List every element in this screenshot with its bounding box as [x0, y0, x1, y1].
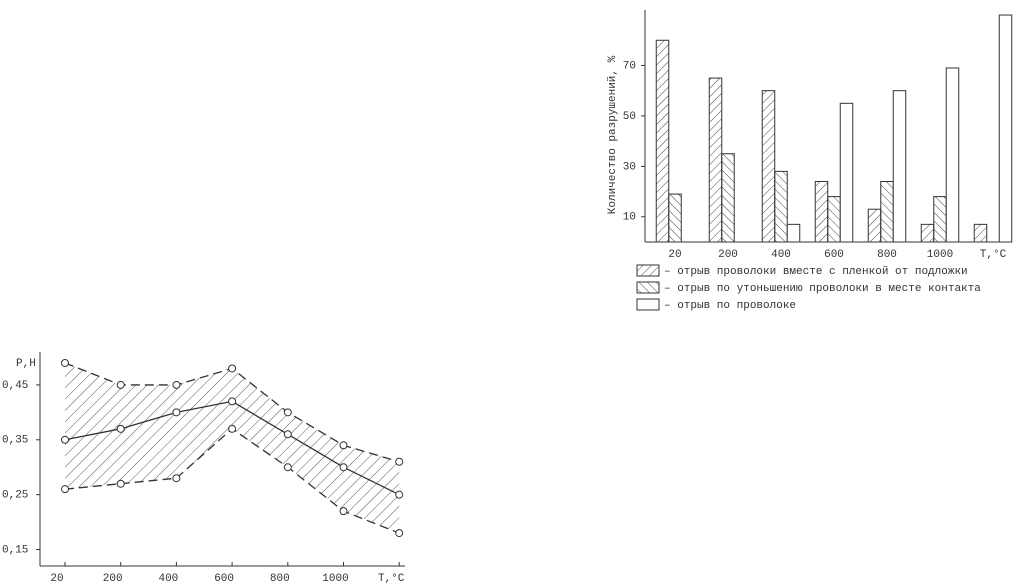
- point: [228, 424, 237, 433]
- x-tick-label: 800: [877, 249, 897, 261]
- bar: [774, 170, 788, 243]
- point: [283, 430, 292, 439]
- x-tick-label: 600: [214, 573, 234, 585]
- y-tick-label: 30: [623, 161, 636, 173]
- x-tick-label: 1000: [322, 573, 348, 585]
- point: [172, 474, 181, 483]
- y-tick-label: 0,35: [2, 435, 28, 447]
- legend-label: – отрыв проволоки вместе с пленкой от по…: [664, 266, 968, 278]
- x-axis-title: T,°C: [378, 573, 405, 585]
- y-axis-title: P,H: [16, 358, 36, 370]
- x-tick-label: 1000: [927, 249, 953, 261]
- bar: [721, 153, 735, 243]
- point: [116, 479, 125, 488]
- legend-swatch: [636, 281, 660, 294]
- point: [228, 364, 237, 373]
- bar: [655, 39, 670, 243]
- y-axis-title: Количество разрушений, %: [607, 55, 619, 214]
- bar: [839, 102, 854, 243]
- bar: [880, 180, 894, 243]
- y-tick-label: 0,15: [2, 544, 28, 556]
- y-tick-label: 0,25: [2, 490, 28, 502]
- bar: [814, 180, 829, 243]
- point: [395, 490, 404, 499]
- x-tick-label: 600: [824, 249, 844, 261]
- point: [116, 424, 125, 433]
- point: [283, 408, 292, 417]
- legend-swatch: [636, 298, 660, 311]
- y-tick-label: 10: [623, 212, 636, 224]
- point: [172, 408, 181, 417]
- point: [228, 397, 237, 406]
- band-fill: [65, 362, 400, 534]
- x-tick-label: 200: [718, 249, 738, 261]
- point: [61, 485, 69, 494]
- bar: [998, 14, 1013, 243]
- bar: [973, 223, 988, 243]
- legend-label: – отрыв по утоньшению проволоки в месте …: [664, 283, 981, 295]
- y-tick-label: 70: [623, 60, 636, 72]
- point: [395, 529, 404, 538]
- legend-swatch: [636, 264, 660, 277]
- point: [339, 463, 348, 472]
- bar: [761, 90, 776, 243]
- bar: [668, 193, 682, 243]
- point: [283, 463, 292, 472]
- legend-label: – отрыв по проволоке: [664, 300, 796, 312]
- bar: [786, 223, 801, 243]
- x-tick-label: 800: [270, 573, 290, 585]
- x-tick-label: 400: [158, 573, 178, 585]
- bar: [867, 208, 882, 243]
- x-tick-label: 20: [668, 249, 681, 261]
- point: [339, 441, 348, 450]
- x-tick-label: 200: [103, 573, 123, 585]
- point: [116, 380, 125, 389]
- y-tick-label: 50: [623, 111, 636, 123]
- bar: [933, 196, 947, 243]
- point: [61, 358, 69, 367]
- point: [172, 380, 181, 389]
- x-tick-label: 400: [771, 249, 791, 261]
- x-axis-title: T,°C: [980, 249, 1007, 261]
- bar: [708, 77, 723, 243]
- bar: [892, 90, 907, 243]
- x-tick-label: 20: [50, 573, 63, 585]
- point: [61, 435, 69, 444]
- bar: [827, 196, 841, 243]
- bar: [920, 223, 935, 243]
- bar: [945, 67, 960, 243]
- point: [339, 507, 348, 516]
- point: [395, 457, 404, 466]
- y-tick-label: 0,45: [2, 380, 28, 392]
